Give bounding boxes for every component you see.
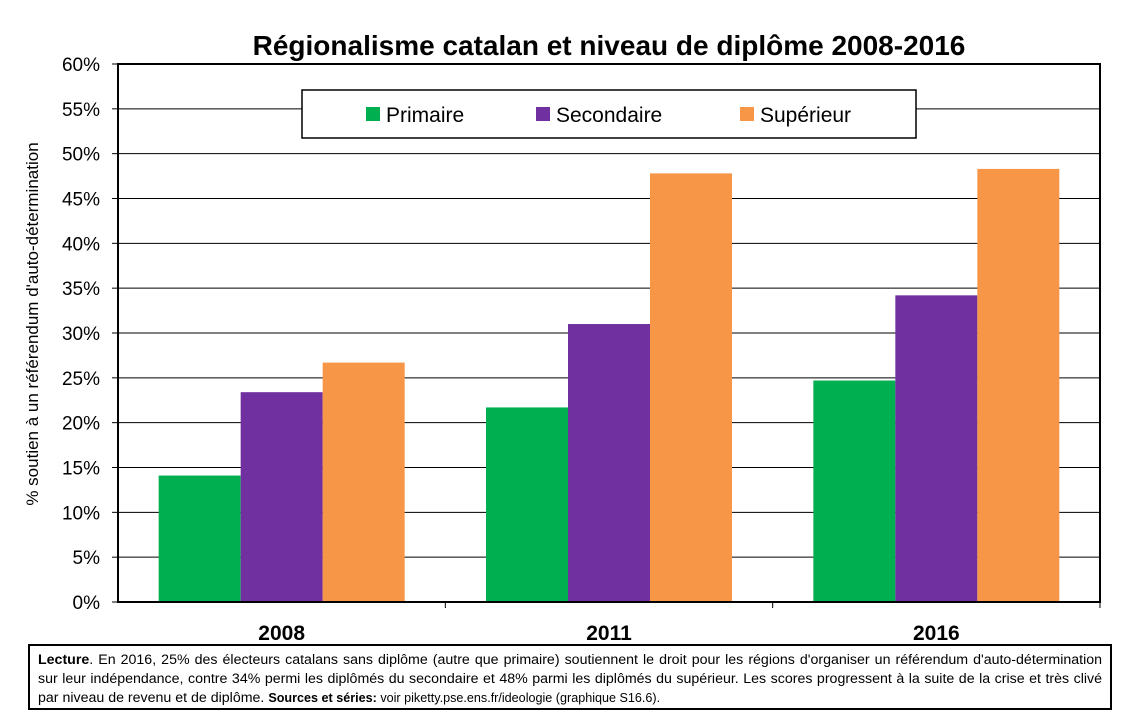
bar-secondaire-2008 [240, 392, 323, 602]
x-tick-label: 2016 [913, 622, 960, 645]
y-axis-ticks: 0% 5% 10% 15% 20% 25% 30% 35% 40% 45% 50% 55% 60% [62, 55, 118, 614]
bar-supérieur-2016 [977, 168, 1060, 602]
y-tick-label: 20% [62, 414, 100, 435]
legend: Primaire Secondaire Supérieur [301, 89, 917, 139]
y-tick-label: 5% [73, 548, 101, 569]
legend-label-supérieur: Supérieur [760, 104, 851, 127]
caption-lead: Lecture [38, 652, 90, 668]
bar-supérieur-2008 [322, 362, 405, 602]
bar-secondaire-2016 [895, 295, 978, 602]
bar-primaire-2016 [813, 380, 896, 602]
legend-swatch-primaire [366, 107, 380, 121]
y-tick-label: 30% [62, 324, 100, 345]
legend-swatch-secondaire [536, 107, 550, 121]
caption-sources-label: Sources et séries: [268, 691, 377, 705]
plot-frame [117, 63, 1101, 603]
bar-chart: Régionalisme catalan et niveau de diplôm… [23, 30, 1101, 645]
y-tick-label: 25% [62, 369, 100, 390]
reading-note: Lecture. En 2016, 25% des électeurs cata… [28, 644, 1112, 710]
bars [158, 168, 1060, 603]
bar-primaire-2011 [486, 407, 568, 602]
y-axis-label: % soutien à un référendum d'auto-détermi… [23, 142, 42, 505]
legend-box [301, 89, 917, 139]
y-tick-label: 60% [62, 55, 100, 76]
x-tick-label: 2011 [586, 622, 632, 645]
bar-supérieur-2011 [650, 173, 732, 603]
y-tick-label: 50% [62, 145, 100, 166]
caption-sources-text: voir piketty.pse.ens.fr/ideologie (graph… [376, 691, 661, 705]
bar-secondaire-2011 [568, 324, 650, 602]
y-tick-label: 35% [62, 279, 100, 300]
legend-label-secondaire: Secondaire [556, 104, 662, 127]
y-tick-label: 55% [62, 100, 100, 121]
legend-label-primaire: Primaire [386, 104, 464, 127]
caption-text: . En 2016, 25% des électeurs catalans sa… [38, 652, 1102, 706]
chart-title: Régionalisme catalan et niveau de diplôm… [253, 30, 966, 61]
x-tick-label: 2008 [258, 622, 305, 645]
bar-primaire-2008 [158, 475, 241, 602]
y-tick-label: 15% [62, 459, 100, 480]
y-tick-label: 40% [62, 234, 100, 255]
y-tick-label: 45% [62, 190, 100, 211]
y-tick-label: 10% [62, 503, 100, 524]
x-axis-ticks: 2008 2011 2016 [258, 602, 1101, 645]
legend-swatch-supérieur [740, 107, 754, 121]
y-tick-label: 0% [73, 593, 101, 614]
